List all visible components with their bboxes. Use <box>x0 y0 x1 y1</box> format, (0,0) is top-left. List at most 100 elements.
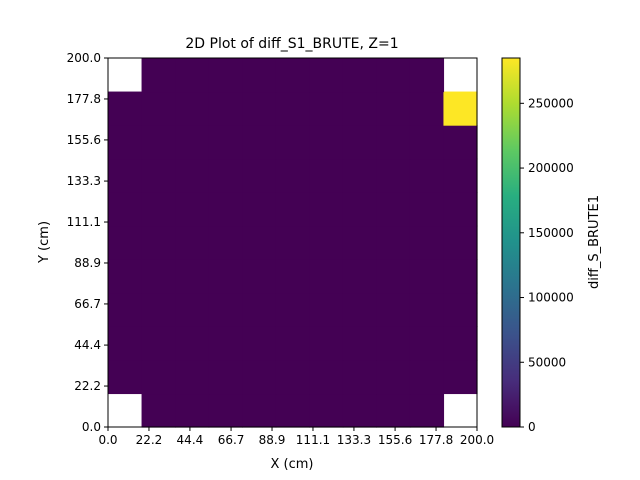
x-tick-label: 200.0 <box>460 433 494 447</box>
heatmap-cells <box>108 58 478 428</box>
heatmap-cell <box>208 359 243 395</box>
heatmap-cell <box>342 259 377 294</box>
heatmap-cell <box>309 225 344 260</box>
heatmap-cell <box>309 292 344 327</box>
y-tick-label: 155.6 <box>67 133 101 147</box>
heatmap-cell <box>242 158 277 193</box>
x-tick-label: 155.6 <box>378 433 412 447</box>
heatmap-cell <box>275 91 310 126</box>
heatmap-cell <box>376 125 411 160</box>
heatmap-cell <box>108 259 143 294</box>
colorbar-tick-label: 0 <box>528 420 536 434</box>
heatmap-cell <box>409 292 445 327</box>
heatmap-cell <box>208 91 243 126</box>
heatmap-cell <box>175 158 210 193</box>
heatmap-cell <box>175 259 210 294</box>
heatmap-cell <box>443 225 478 260</box>
heatmap-cell <box>242 58 277 93</box>
heatmap-cell <box>175 125 210 160</box>
heatmap-cell <box>376 292 411 327</box>
heatmap-cell <box>141 192 176 227</box>
heatmap-cell <box>376 359 411 395</box>
heatmap-cell <box>275 292 310 327</box>
heatmap-cell <box>208 125 243 160</box>
heatmap-cell <box>242 125 277 160</box>
y-tick-label: 88.9 <box>74 256 101 270</box>
heatmap-cell <box>175 292 210 327</box>
heatmap-cell <box>141 158 176 193</box>
heatmap-cell <box>409 158 445 193</box>
colorbar-label: diff_S_BRUTE1 <box>587 195 602 289</box>
heatmap-cell <box>275 158 310 193</box>
heatmap-cell <box>409 125 445 160</box>
plot-frame <box>107 57 478 428</box>
heatmap-cell <box>175 326 210 361</box>
heatmap-cell <box>141 359 176 395</box>
heatmap-cell <box>208 158 243 193</box>
heatmap-cell <box>342 125 377 160</box>
y-tick-label: 22.2 <box>74 379 101 393</box>
heatmap-cell <box>342 359 377 395</box>
y-tick-label: 133.3 <box>67 174 101 188</box>
y-tick-label: 200.0 <box>67 51 101 65</box>
heatmap-cell <box>443 91 478 126</box>
heatmap-cell <box>108 225 143 260</box>
heatmap-cell <box>242 259 277 294</box>
heatmap-cell <box>376 326 411 361</box>
heatmap-cell <box>409 225 445 260</box>
heatmap-cell <box>208 58 243 93</box>
heatmap-cell <box>208 225 243 260</box>
heatmap-cell <box>108 192 143 227</box>
heatmap-cell <box>443 259 478 294</box>
x-tick-label: 0.0 <box>98 433 117 447</box>
heatmap-cell <box>242 225 277 260</box>
heatmap-cell <box>208 393 243 428</box>
heatmap-cell <box>309 58 344 93</box>
y-tick-label: 44.4 <box>74 338 101 352</box>
x-tick-label: 111.1 <box>296 433 330 447</box>
heatmap-cell <box>208 259 243 294</box>
heatmap-cell <box>342 91 377 126</box>
heatmap-cell <box>376 58 411 93</box>
heatmap-cell <box>175 225 210 260</box>
heatmap-cell <box>242 91 277 126</box>
heatmap-cell <box>443 326 478 361</box>
heatmap-cell <box>342 292 377 327</box>
heatmap-cell <box>376 225 411 260</box>
heatmap-cell <box>443 359 478 395</box>
heatmap-cell <box>141 91 176 126</box>
colorbar-ticks: 0 50000 100000 150000 200000 250000 <box>520 96 574 434</box>
heatmap-cell <box>376 91 411 126</box>
x-tick-label: 66.7 <box>218 433 245 447</box>
heatmap-cell <box>175 58 210 93</box>
heatmap-cell <box>175 91 210 126</box>
heatmap-cell <box>309 326 344 361</box>
x-tick-label: 177.8 <box>419 433 453 447</box>
heatmap-cell <box>242 393 277 428</box>
heatmap-cell <box>141 326 176 361</box>
heatmap-cell <box>443 158 478 193</box>
x-tick-label: 88.9 <box>259 433 286 447</box>
heatmap-cell <box>242 359 277 395</box>
heatmap-cell <box>409 192 445 227</box>
x-tick-label: 133.3 <box>337 433 371 447</box>
x-tick-label: 44.4 <box>177 433 204 447</box>
heatmap-cell <box>108 359 143 395</box>
heatmap-cell <box>275 58 310 93</box>
colorbar <box>501 57 521 428</box>
heatmap-cell <box>141 58 176 93</box>
heatmap-cell <box>342 192 377 227</box>
heatmap-cell <box>275 326 310 361</box>
y-tick-label: 66.7 <box>74 297 101 311</box>
heatmap-cell <box>141 259 176 294</box>
heatmap-cell <box>409 91 445 126</box>
heatmap-cell <box>342 326 377 361</box>
colorbar-tick-label: 200000 <box>528 161 574 175</box>
heatmap-cell <box>309 259 344 294</box>
heatmap-cell <box>376 158 411 193</box>
colorbar-tick-label: 250000 <box>528 96 574 110</box>
heatmap-cell <box>342 393 377 428</box>
y-tick-label: 177.8 <box>67 92 101 106</box>
heatmap-cell <box>242 326 277 361</box>
